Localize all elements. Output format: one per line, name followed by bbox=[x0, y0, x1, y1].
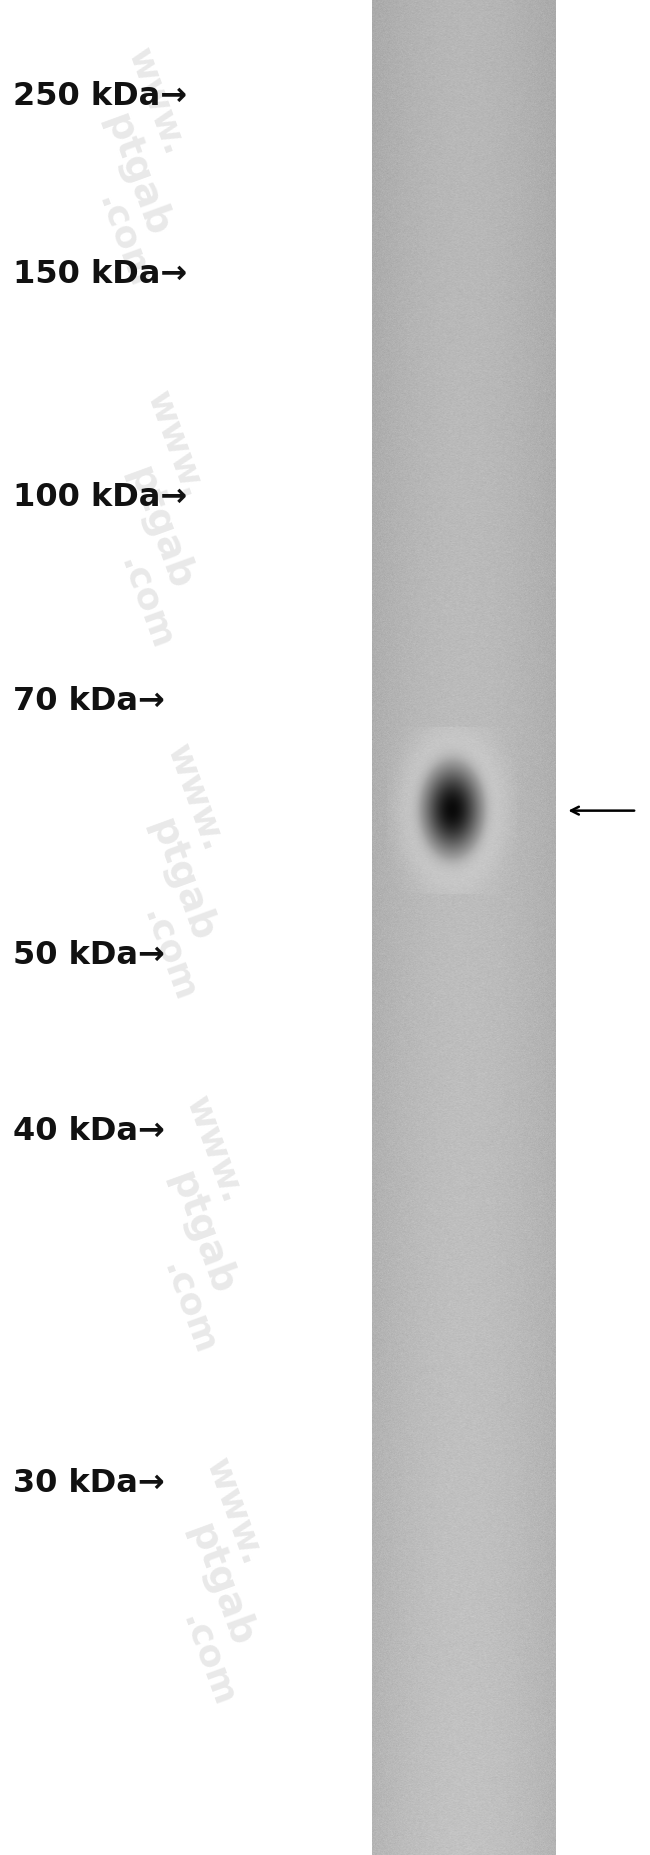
Text: 70 kDa→: 70 kDa→ bbox=[13, 686, 165, 716]
Text: 50 kDa→: 50 kDa→ bbox=[13, 940, 165, 970]
Text: 250 kDa→: 250 kDa→ bbox=[13, 82, 187, 111]
Text: www.: www. bbox=[160, 740, 230, 855]
Text: www.: www. bbox=[121, 45, 191, 160]
Text: www.: www. bbox=[199, 1454, 269, 1569]
Text: .com: .com bbox=[136, 903, 202, 1007]
Text: 40 kDa→: 40 kDa→ bbox=[13, 1117, 165, 1146]
Text: ptgab: ptgab bbox=[162, 1167, 241, 1300]
Text: .com: .com bbox=[156, 1256, 221, 1360]
Text: .com: .com bbox=[91, 189, 156, 293]
Text: ptgab: ptgab bbox=[181, 1519, 261, 1653]
Text: 100 kDa→: 100 kDa→ bbox=[13, 482, 187, 512]
Text: www.: www. bbox=[140, 388, 211, 503]
Text: 30 kDa→: 30 kDa→ bbox=[13, 1469, 164, 1499]
Text: ptgab: ptgab bbox=[97, 109, 176, 243]
Text: .com: .com bbox=[114, 551, 179, 655]
Text: ptgab: ptgab bbox=[142, 814, 222, 948]
Text: 150 kDa→: 150 kDa→ bbox=[13, 260, 187, 289]
Text: .com: .com bbox=[176, 1608, 240, 1712]
Text: ptgab: ptgab bbox=[120, 462, 199, 595]
Text: www.: www. bbox=[179, 1093, 250, 1208]
